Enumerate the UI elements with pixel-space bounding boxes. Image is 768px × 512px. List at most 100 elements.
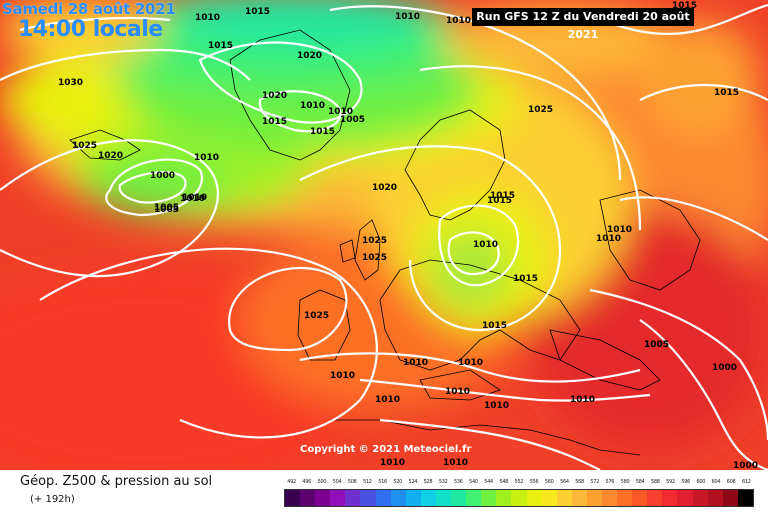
scale-swatch [435,490,452,506]
scale-tick-label: 544 [484,479,493,485]
isobar-label: 1010 [484,401,509,411]
isobar-label: 1010 [473,240,498,250]
scale-tick-label: 500 [317,479,327,485]
scale-swatch [737,490,753,506]
isobar-label: 1005 [644,340,669,350]
isobar-label: 1010 [458,358,483,368]
scale-swatch [330,490,346,506]
scale-tick-label: 612 [741,479,751,485]
scale-swatch [571,490,587,506]
scale-swatch [451,490,467,506]
scale-tick-label: 540 [469,479,478,485]
scale-tick-label: 496 [302,479,312,485]
isobar-label: 1030 [58,78,83,88]
isobar-label: 1015 [310,127,335,137]
scale-tick-label: 600 [696,479,706,485]
isobar-label: 1025 [528,105,553,115]
scale-tick-label: 532 [438,479,448,485]
isobar-label: 1025 [72,141,97,151]
scale-tick-label: 512 [363,479,372,485]
isobar-label: 1010 [445,387,470,397]
isobar-label: 1000 [712,363,737,373]
scale-swatch [601,490,618,506]
isobar-label: 1025 [362,253,387,263]
isobar-label: 1015 [490,191,515,201]
legend-subtitle: (+ 192h) [30,494,75,505]
scale-swatch [481,490,497,506]
isobar-label: 1010 [194,153,219,163]
isobar-label: 1010 [195,13,220,23]
isobar-label: 1010 [570,395,595,405]
isobar-label: 1015 [262,117,287,127]
scale-swatch [405,490,421,506]
scale-swatch [375,490,391,506]
scale-swatch [632,490,648,506]
scale-swatch [692,490,708,506]
color-scale-ticks: 492 496 500 504 508 512 516 520 524 528 532 536 540 5… [284,479,754,485]
isobar-label: 1000 [733,461,758,470]
isobar-label: 1010 [300,101,325,111]
isobar-label: 1010 [607,225,632,235]
weather-map: 1010 1015 1010 1010 1015 1015 1015 1010 … [0,0,768,470]
scale-swatch [390,490,406,506]
isobar-label: 1005 [154,205,179,215]
isobar-label: 1005 [154,203,179,213]
isobars [0,3,768,470]
scale-swatch [556,490,572,506]
forecast-date: Samedi 28 août 2021 [2,0,176,18]
scale-tick-label: 556 [529,479,539,485]
isobar-label: 1015 [487,196,512,206]
scale-tick-label: 576 [605,479,615,485]
isobar-label: 1010 [180,194,205,204]
model-run-label: Run GFS 12 Z du Vendredi 20 août 2021 [472,8,694,41]
isobar-label: 1010 [596,234,621,244]
scale-swatch [647,490,663,506]
scale-tick-label: 536 [453,479,463,485]
scale-tick-label: 508 [347,479,357,485]
scale-swatch [360,490,376,506]
legend-title: Géop. Z500 & pression au sol [20,474,213,489]
isobar-label: 1015 [245,7,270,17]
scale-swatch [662,490,678,506]
isobar-label: 1010 [375,395,400,405]
scale-swatch [722,490,738,506]
scale-tick-label: 548 [499,479,509,485]
color-scale [284,489,754,507]
scale-tick-label: 516 [378,479,387,485]
scale-swatch [315,490,331,506]
isobar-label: 1015 [672,1,697,11]
isobar-label: 1020 [297,51,322,61]
scale-tick-label: 608 [726,479,736,485]
isobar-label: 1015 [208,41,233,51]
isobar-labels: 1010 1015 1010 1010 1015 1015 1015 1010 … [58,1,758,470]
scale-tick-label: 568 [575,479,584,485]
scale-tick-label: 572 [590,479,600,485]
scale-swatch [466,490,482,506]
isobar-label: 1015 [482,321,507,331]
scale-tick-label: 520 [393,479,402,485]
scale-tick-label: 528 [423,479,433,485]
isobar-label: 1010 [182,193,207,203]
scale-swatch [586,490,602,506]
scale-tick-label: 580 [620,479,630,485]
isobar-label: 1025 [362,236,387,246]
scale-tick-label: 560 [544,479,554,485]
scale-tick-label: 564 [560,479,569,485]
isobar-label: 1015 [714,88,739,98]
scale-swatch [617,490,633,506]
isobar-label: 1025 [304,311,329,321]
scale-swatch [707,490,723,506]
isobar-label: 1020 [372,183,397,193]
isobar-label: 1010 [395,12,420,22]
scale-swatch [677,490,693,506]
isobar-label: 1000 [150,171,175,181]
scale-swatch [526,490,542,506]
scale-swatch [285,490,301,506]
isobar-label: 1005 [644,340,669,350]
isobar-label: 1005 [340,115,365,125]
scale-tick-label: 596 [681,479,690,485]
isobar-label: 1020 [262,91,287,101]
scale-swatch [345,490,361,506]
scale-tick-label: 504 [332,479,342,485]
scale-tick-label: 584 [635,479,645,485]
